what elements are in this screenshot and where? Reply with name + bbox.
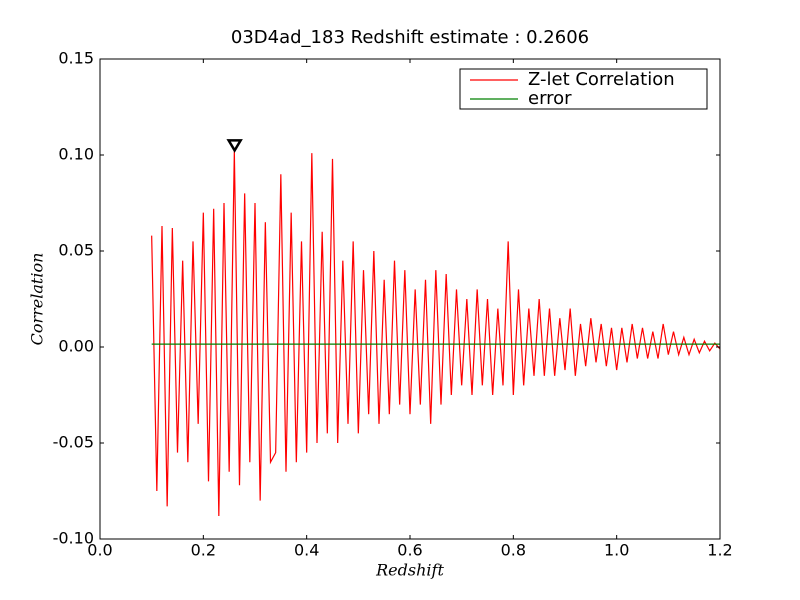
- chart-title: 03D4ad_183 Redshift estimate : 0.2606: [231, 27, 589, 48]
- legend-label: Z-let Correlation: [528, 69, 675, 90]
- x-tick-label: 0.8: [501, 541, 526, 560]
- y-tick-label: 0.15: [58, 49, 94, 68]
- legend-box: [459, 68, 708, 110]
- x-axis-label: Redshift: [375, 561, 444, 580]
- series-line: [151, 151, 721, 516]
- y-tick-label: 0.10: [58, 145, 94, 164]
- y-axis-label: Correlation: [28, 253, 47, 346]
- x-tick-label: 0.4: [294, 541, 319, 560]
- x-tick-label: 1.2: [707, 541, 732, 560]
- legend-label: error: [528, 88, 572, 109]
- x-tick-label: 1.0: [604, 541, 629, 560]
- y-tick-label: -0.10: [53, 529, 94, 548]
- y-tick-label: 0.00: [58, 337, 94, 356]
- x-tick-label: 0.2: [191, 541, 216, 560]
- y-tick-label: 0.05: [58, 241, 94, 260]
- y-tick-label: -0.05: [53, 433, 94, 452]
- x-tick-label: 0.0: [87, 541, 112, 560]
- x-tick-label: 0.6: [397, 541, 422, 560]
- peak-marker: [226, 139, 243, 153]
